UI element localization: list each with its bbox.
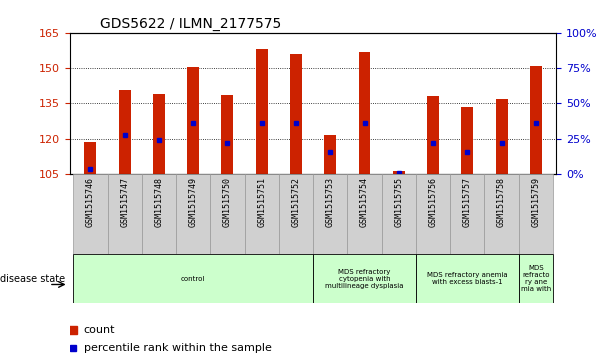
Bar <box>530 66 542 174</box>
Text: GSM1515748: GSM1515748 <box>154 177 164 227</box>
Text: GSM1515756: GSM1515756 <box>429 177 438 227</box>
Bar <box>142 174 176 254</box>
Bar <box>450 174 485 254</box>
Bar <box>119 90 131 174</box>
Bar <box>256 49 268 174</box>
Bar <box>519 174 553 254</box>
Bar <box>108 174 142 254</box>
Bar <box>416 174 450 254</box>
Bar <box>496 99 508 174</box>
Text: percentile rank within the sample: percentile rank within the sample <box>83 343 272 353</box>
Bar <box>290 54 302 174</box>
Text: GSM1515746: GSM1515746 <box>86 177 95 227</box>
Text: MDS refractory
cytopenia with
multilineage dysplasia: MDS refractory cytopenia with multilinea… <box>325 269 404 289</box>
Text: count: count <box>83 325 115 335</box>
Text: GSM1515749: GSM1515749 <box>188 177 198 227</box>
Bar <box>176 174 210 254</box>
Bar <box>313 174 347 254</box>
Bar <box>519 254 553 303</box>
Bar <box>74 254 313 303</box>
Text: GSM1515759: GSM1515759 <box>531 177 541 227</box>
Text: MDS
refracto
ry ane
mia with: MDS refracto ry ane mia with <box>520 265 551 292</box>
Bar <box>244 174 279 254</box>
Text: GSM1515752: GSM1515752 <box>291 177 300 227</box>
Bar <box>347 174 382 254</box>
Text: disease state: disease state <box>0 274 65 284</box>
Text: GSM1515751: GSM1515751 <box>257 177 266 227</box>
Bar <box>359 52 370 174</box>
Text: control: control <box>181 276 206 282</box>
Text: GDS5622 / ILMN_2177575: GDS5622 / ILMN_2177575 <box>100 17 282 31</box>
Bar <box>74 174 108 254</box>
Bar <box>313 254 416 303</box>
Bar <box>221 95 233 174</box>
Bar <box>485 174 519 254</box>
Bar <box>393 171 405 174</box>
Text: GSM1515755: GSM1515755 <box>394 177 403 227</box>
Text: GSM1515757: GSM1515757 <box>463 177 472 227</box>
Bar <box>85 142 97 174</box>
Text: MDS refractory anemia
with excess blasts-1: MDS refractory anemia with excess blasts… <box>427 272 508 285</box>
Bar <box>153 94 165 174</box>
Bar <box>210 174 244 254</box>
Bar <box>382 174 416 254</box>
Text: GSM1515747: GSM1515747 <box>120 177 130 227</box>
Bar <box>461 107 473 174</box>
Text: GSM1515758: GSM1515758 <box>497 177 506 227</box>
Text: GSM1515754: GSM1515754 <box>360 177 369 227</box>
Bar <box>187 67 199 174</box>
Bar <box>427 97 439 174</box>
Text: GSM1515753: GSM1515753 <box>326 177 335 227</box>
Bar <box>416 254 519 303</box>
Text: GSM1515750: GSM1515750 <box>223 177 232 227</box>
Bar <box>324 135 336 174</box>
Bar <box>279 174 313 254</box>
